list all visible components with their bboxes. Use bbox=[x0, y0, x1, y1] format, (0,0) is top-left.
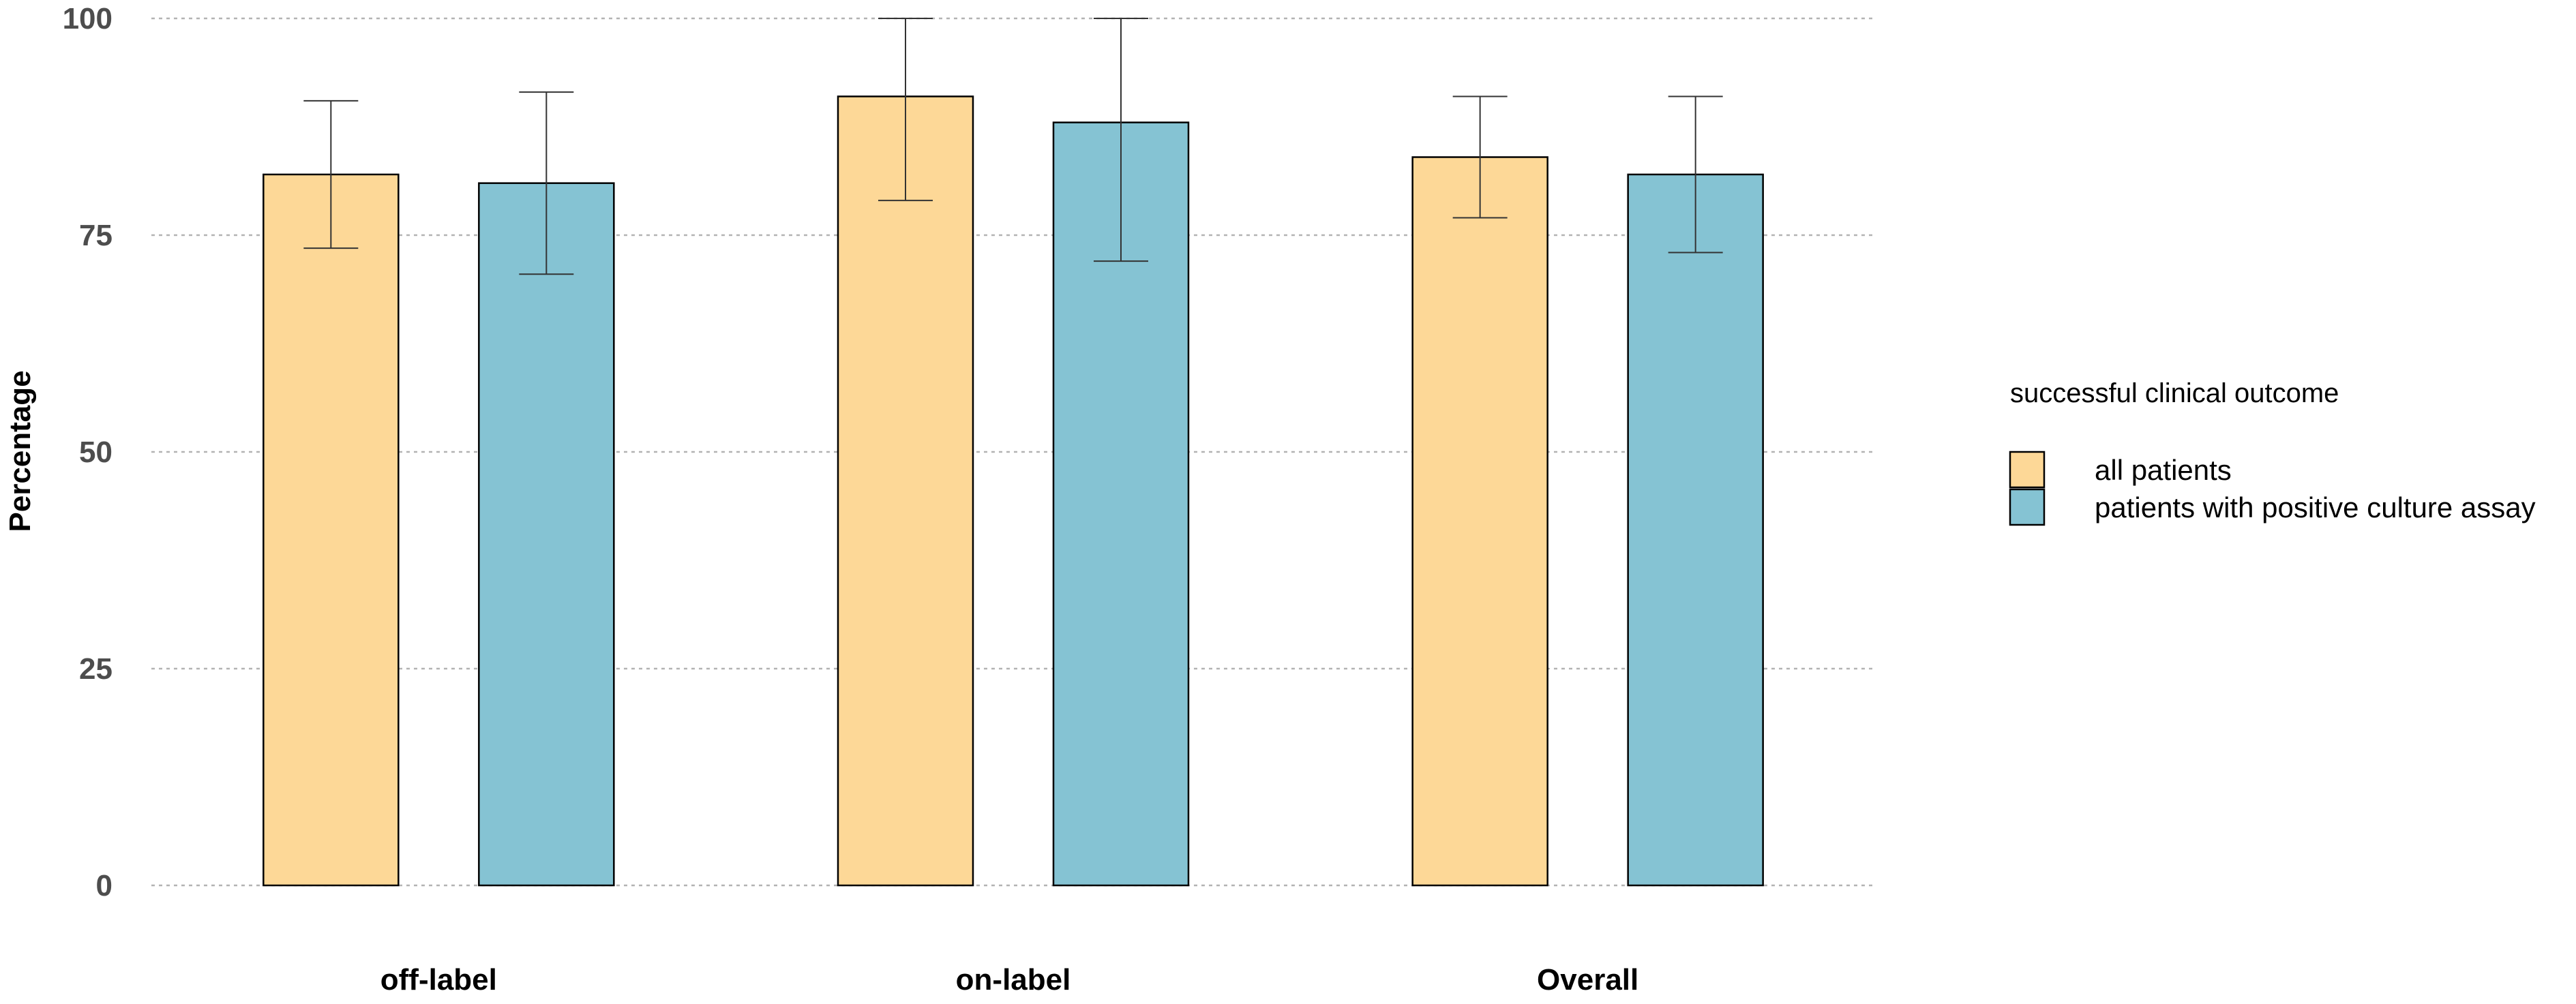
bar-on-label-series-2 bbox=[1052, 121, 1190, 887]
bar-on-label-series-1 bbox=[837, 95, 974, 887]
x-category-label: off-label bbox=[380, 963, 497, 997]
legend-swatch bbox=[2009, 451, 2046, 489]
legend-items: all patients patients with positive cultu… bbox=[2009, 451, 2536, 526]
bar-off-label-series-2 bbox=[478, 182, 615, 887]
x-category-label: on-label bbox=[956, 963, 1071, 997]
error-bar bbox=[1452, 95, 1508, 219]
grid-lines bbox=[151, 17, 1875, 887]
error-bar bbox=[878, 18, 933, 202]
bars bbox=[263, 95, 1764, 887]
legend-item: patients with positive culture assay bbox=[2009, 488, 2536, 526]
error-bar bbox=[1094, 18, 1148, 262]
y-axis-title: Percentage bbox=[3, 370, 37, 532]
error-bar bbox=[1668, 95, 1723, 254]
error-bar bbox=[303, 100, 359, 249]
x-category-label: Overall bbox=[1537, 963, 1638, 997]
x-axis-category-labels: off-label on-label Overall bbox=[380, 963, 1638, 997]
y-tick-label: 0 bbox=[96, 869, 113, 902]
error-bars bbox=[303, 18, 1723, 275]
y-tick-label: 100 bbox=[63, 2, 113, 35]
legend-item: all patients bbox=[2009, 451, 2232, 489]
legend: successful clinical outcome all patients… bbox=[2009, 378, 2536, 526]
legend-title: successful clinical outcome bbox=[2010, 378, 2339, 408]
error-bar bbox=[519, 91, 574, 275]
legend-swatch bbox=[2009, 488, 2046, 526]
legend-label: patients with positive culture assay bbox=[2095, 491, 2536, 523]
bar-overall-series-2 bbox=[1627, 173, 1764, 887]
y-axis-tick-labels: 0 25 50 75 100 bbox=[63, 2, 113, 902]
bar-overall-series-1 bbox=[1411, 156, 1548, 887]
legend-label: all patients bbox=[2095, 454, 2232, 486]
y-tick-label: 25 bbox=[79, 652, 113, 686]
bar-off-label-series-1 bbox=[263, 173, 400, 887]
y-tick-label: 50 bbox=[79, 436, 113, 469]
y-tick-label: 75 bbox=[79, 219, 113, 252]
